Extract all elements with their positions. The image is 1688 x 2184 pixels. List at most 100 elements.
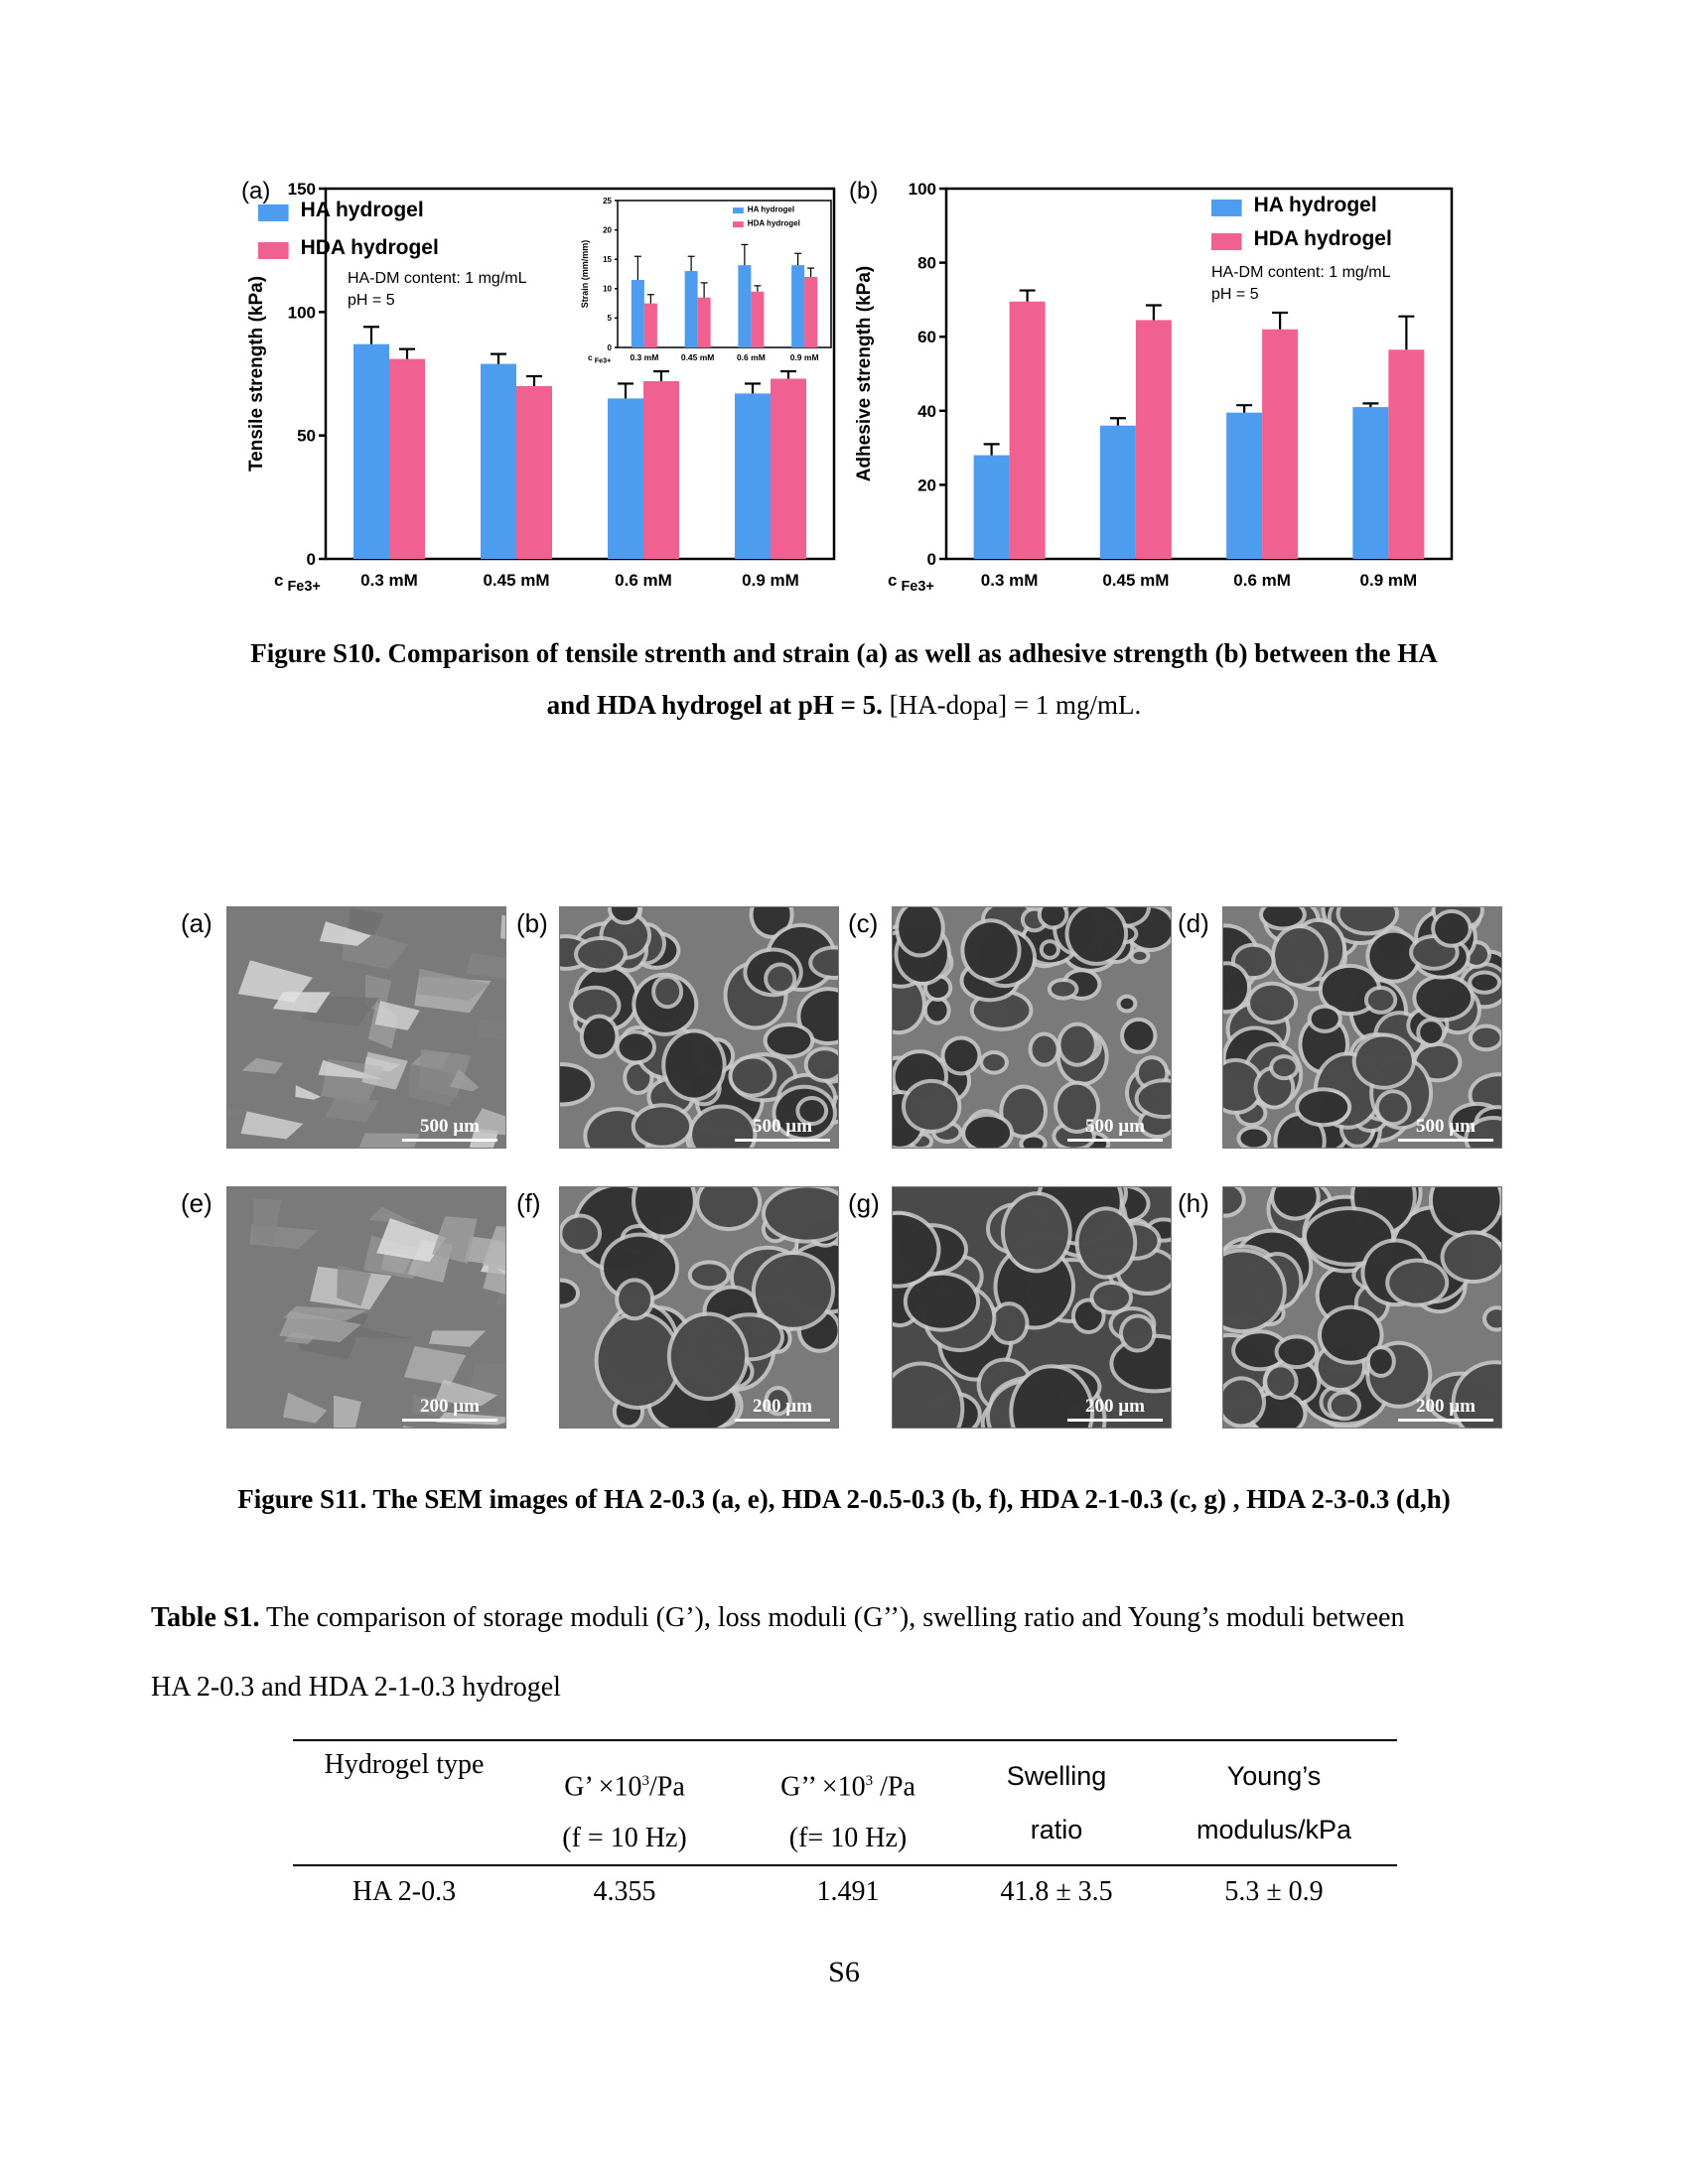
strain-inset-x-tick-label: 0.9 mM xyxy=(790,352,819,362)
sem-sheet xyxy=(428,1330,487,1347)
strain-inset-bar-hda xyxy=(804,276,818,347)
sem-pore xyxy=(965,1116,1011,1148)
sem-pore xyxy=(1074,1301,1102,1331)
table-header-row: Hydrogel type G’ ×103/Pa (f = 10 Hz) G’’… xyxy=(293,1740,1397,1865)
sem-pore xyxy=(1378,1093,1408,1123)
tensile-plot-frame xyxy=(324,187,836,561)
sem-pore xyxy=(1339,907,1395,932)
header-g2-post: /Pa xyxy=(873,1771,915,1803)
sem-image: 500 µm xyxy=(559,906,839,1149)
tensile-x-tick-label: 0.6 mM xyxy=(615,571,672,590)
sem-sheet xyxy=(402,1426,417,1428)
sem-image: 500 µm xyxy=(1222,906,1502,1149)
sem-sheet xyxy=(279,1310,361,1342)
strain-inset-legend-label: HDA hydrogel xyxy=(748,218,800,227)
sem-pore xyxy=(812,949,838,976)
sem-sheet xyxy=(319,921,371,946)
adhesive-legend-label: HA hydrogel xyxy=(1254,194,1377,216)
tensile-x-tick-label: 0.9 mM xyxy=(742,571,799,590)
sem-sheet xyxy=(432,1216,478,1264)
sem-pore xyxy=(1355,1036,1412,1086)
strain-inset-bar-ha xyxy=(684,271,698,347)
header-hydrogel-type: Hydrogel type xyxy=(293,1740,515,1865)
sem-pore xyxy=(1133,951,1147,961)
sem-pore xyxy=(560,1066,591,1103)
sem-pore xyxy=(1299,1091,1348,1124)
cell-hydrogel-type: HA 2-0.3 xyxy=(352,1876,457,1908)
sem-pore xyxy=(1138,1082,1171,1116)
sem-pore xyxy=(665,1032,723,1098)
tensile-x-axis-label: c Fe3+ xyxy=(274,571,321,595)
sem-pore xyxy=(634,1107,690,1146)
sem-sheet xyxy=(272,992,331,1014)
tensile-bar-hda xyxy=(516,385,552,559)
tensile-annotation: pH = 5 xyxy=(348,292,395,309)
tensile-y-tick-label: 0 xyxy=(307,550,316,569)
sem-sheet xyxy=(282,1392,328,1424)
sem-pore xyxy=(1223,965,1248,1011)
sem-pore xyxy=(944,1039,978,1072)
strain-inset-bar-ha xyxy=(631,279,644,347)
tensile-legend-swatch xyxy=(258,204,289,221)
sem-sheet xyxy=(464,1236,505,1267)
sem-pore xyxy=(1223,1252,1283,1330)
strain-inset-bar-hda xyxy=(697,297,711,347)
header-g1-post: /Pa xyxy=(648,1771,685,1803)
cell-loss-modulus: 1.491 xyxy=(816,1876,880,1908)
sem-micrograph xyxy=(560,1187,838,1428)
sem-pore xyxy=(768,966,793,992)
sem-pore xyxy=(1275,928,1325,984)
strain-inset-y-tick-label: 25 xyxy=(603,197,612,205)
header-g2-frequency: (f= 10 Hz) xyxy=(788,1823,908,1854)
strain-inset-bar-hda xyxy=(751,291,765,347)
sem-sheet xyxy=(376,1218,447,1263)
sem-sheet xyxy=(348,907,385,936)
sem-pore xyxy=(1420,1022,1443,1043)
sem-micrograph xyxy=(227,1187,505,1428)
table-s1-caption-line2: HA 2-0.3 and HDA 2-1-0.3 hydrogel xyxy=(151,1672,561,1703)
sem-scale-bar: 200 µm xyxy=(1398,1396,1493,1422)
header-swelling-line2: ratio xyxy=(1030,1815,1083,1844)
tensile-y-axis-label: Tensile strength (kPa) xyxy=(246,276,267,472)
sem-sheet xyxy=(435,1412,505,1426)
sem-sheet xyxy=(403,1345,467,1385)
cell-storage-modulus: 4.355 xyxy=(593,1876,656,1908)
strain-inset-legend-label: HA hydrogel xyxy=(748,205,794,213)
sem-pore xyxy=(1235,1333,1285,1368)
sem-pore xyxy=(670,1315,746,1398)
sem-image: 200 µm xyxy=(226,1186,506,1429)
sem-sheet xyxy=(449,1068,480,1092)
sem-pore xyxy=(1435,912,1469,944)
adhesive-bar-ha xyxy=(973,455,1010,559)
sem-scale-line xyxy=(735,1139,830,1142)
sem-pore xyxy=(1369,1349,1392,1374)
sem-scale-line xyxy=(402,1419,497,1422)
sem-pore xyxy=(1389,1262,1446,1303)
sem-micrograph xyxy=(227,907,505,1148)
sem-pore xyxy=(1267,1367,1295,1397)
tensile-legend-label: HA hydrogel xyxy=(301,199,424,221)
sem-sheet xyxy=(417,968,491,1001)
sem-panel-label: (b) xyxy=(516,908,548,938)
sem-scale-label: 200 µm xyxy=(1084,1396,1146,1417)
sem-image: 500 µm xyxy=(226,906,506,1149)
adhesive-y-axis-label: Adhesive strength (kPa) xyxy=(854,266,875,482)
sem-pore xyxy=(1004,1195,1068,1270)
header-g1-frequency: (f = 10 Hz) xyxy=(562,1823,687,1854)
adhesive-x-tick-label: 0.9 mM xyxy=(1360,571,1418,590)
tensile-y-tick-label: 100 xyxy=(288,303,316,322)
sem-pore xyxy=(893,1214,937,1285)
adhesive-y-tick-label: 0 xyxy=(927,550,936,569)
sem-pore xyxy=(1223,1187,1242,1214)
strain-inset-y-axis-label: Strain (mm/mm) xyxy=(580,240,590,309)
header-g2-pre: G’’ ×10 xyxy=(780,1771,866,1803)
tensile-legend-label: HDA hydrogel xyxy=(301,236,439,259)
sem-sheet xyxy=(435,1379,497,1407)
sem-pore xyxy=(964,922,1018,979)
sem-pore xyxy=(893,976,922,1031)
sem-pore xyxy=(1043,943,1056,956)
tensile-bar-hda xyxy=(389,358,425,559)
sem-scale-label: 500 µm xyxy=(1084,1116,1146,1137)
header-swelling-ratio: Swelling ratio xyxy=(962,1740,1151,1865)
sem-pore xyxy=(753,907,790,935)
